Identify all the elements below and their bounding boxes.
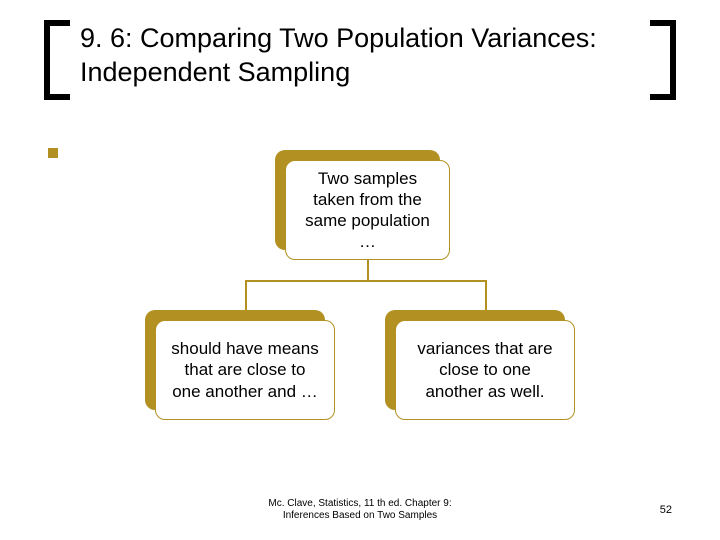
node-left: should have means that are close to one … [155,320,335,420]
page-title: 9. 6: Comparing Two Population Variances… [58,22,662,90]
page-number: 52 [660,504,672,516]
node-label: Two samples taken from the same populati… [300,168,435,253]
connector-seg [367,260,369,280]
bullet-icon [48,148,58,158]
citation-line: Inferences Based on Two Samples [0,510,720,522]
footer-citation: Mc. Clave, Statistics, 11 th ed. Chapter… [0,498,720,522]
node-right: variances that are close to one another … [395,320,575,420]
node-root: Two samples taken from the same populati… [285,160,450,260]
title-area: 9. 6: Comparing Two Population Variances… [58,22,662,90]
citation-line: Mc. Clave, Statistics, 11 th ed. Chapter… [0,498,720,510]
connector-seg [245,280,487,282]
node-label: variances that are close to one another … [410,338,560,402]
node-label: should have means that are close to one … [170,338,320,402]
